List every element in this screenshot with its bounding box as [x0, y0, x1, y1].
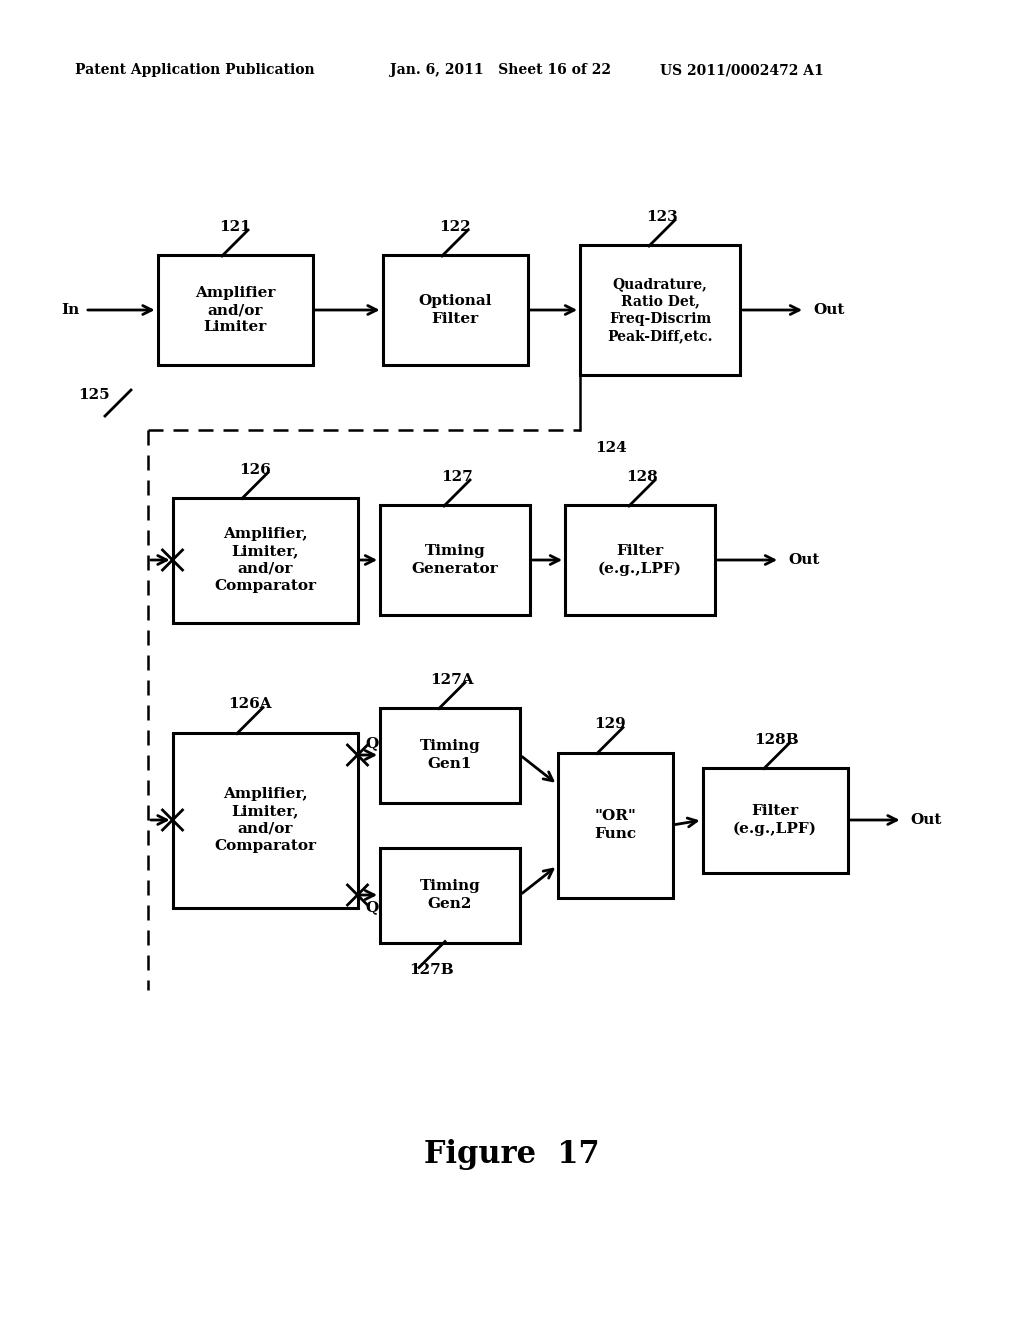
Text: "OR"
Func: "OR" Func	[594, 809, 636, 841]
Text: US 2011/0002472 A1: US 2011/0002472 A1	[660, 63, 823, 77]
Bar	[557, 752, 673, 898]
Text: Q: Q	[366, 737, 379, 750]
Text: Optional
Filter: Optional Filter	[418, 294, 492, 326]
Text: 128: 128	[626, 470, 657, 484]
Bar	[702, 767, 848, 873]
Text: Amplifier,
Limiter,
and/or
Comparator: Amplifier, Limiter, and/or Comparator	[214, 527, 316, 593]
Text: Timing
Gen1: Timing Gen1	[420, 739, 480, 771]
Text: Filter
(e.g.,LPF): Filter (e.g.,LPF)	[733, 804, 817, 836]
Text: 129: 129	[594, 718, 626, 731]
Text: 127: 127	[441, 470, 473, 484]
Text: 122: 122	[439, 220, 471, 234]
Bar	[380, 847, 520, 942]
Text: Figure  17: Figure 17	[424, 1139, 600, 1171]
Text: 123: 123	[646, 210, 678, 224]
Text: Amplifier
and/or
Limiter: Amplifier and/or Limiter	[195, 285, 275, 334]
Text: Out: Out	[910, 813, 942, 828]
Text: 127B: 127B	[410, 964, 455, 978]
Bar	[383, 255, 527, 366]
Bar	[580, 246, 740, 375]
Text: Timing
Gen2: Timing Gen2	[420, 879, 480, 911]
Text: 126A: 126A	[228, 697, 271, 711]
Bar	[158, 255, 312, 366]
Bar	[380, 506, 530, 615]
Bar	[172, 498, 357, 623]
Bar	[380, 708, 520, 803]
Text: 128B: 128B	[755, 733, 800, 747]
Text: Q': Q'	[366, 900, 384, 913]
Text: Quadrature,
Ratio Det,
Freq-Discrim
Peak-Diff,etc.: Quadrature, Ratio Det, Freq-Discrim Peak…	[607, 277, 713, 343]
Text: Out: Out	[788, 553, 819, 568]
Text: 126: 126	[240, 462, 271, 477]
Text: 125: 125	[79, 388, 110, 403]
Text: 127A: 127A	[430, 672, 474, 686]
Text: Filter
(e.g.,LPF): Filter (e.g.,LPF)	[598, 544, 682, 576]
Text: Amplifier,
Limiter,
and/or
Comparator: Amplifier, Limiter, and/or Comparator	[214, 787, 316, 853]
Bar	[172, 733, 357, 908]
Text: 121: 121	[219, 220, 251, 234]
Text: Patent Application Publication: Patent Application Publication	[75, 63, 314, 77]
Bar	[565, 506, 715, 615]
Text: Timing
Generator: Timing Generator	[412, 544, 499, 576]
Text: In: In	[61, 304, 80, 317]
Text: 124: 124	[595, 441, 627, 455]
Text: Jan. 6, 2011   Sheet 16 of 22: Jan. 6, 2011 Sheet 16 of 22	[390, 63, 611, 77]
Text: Out: Out	[813, 304, 845, 317]
